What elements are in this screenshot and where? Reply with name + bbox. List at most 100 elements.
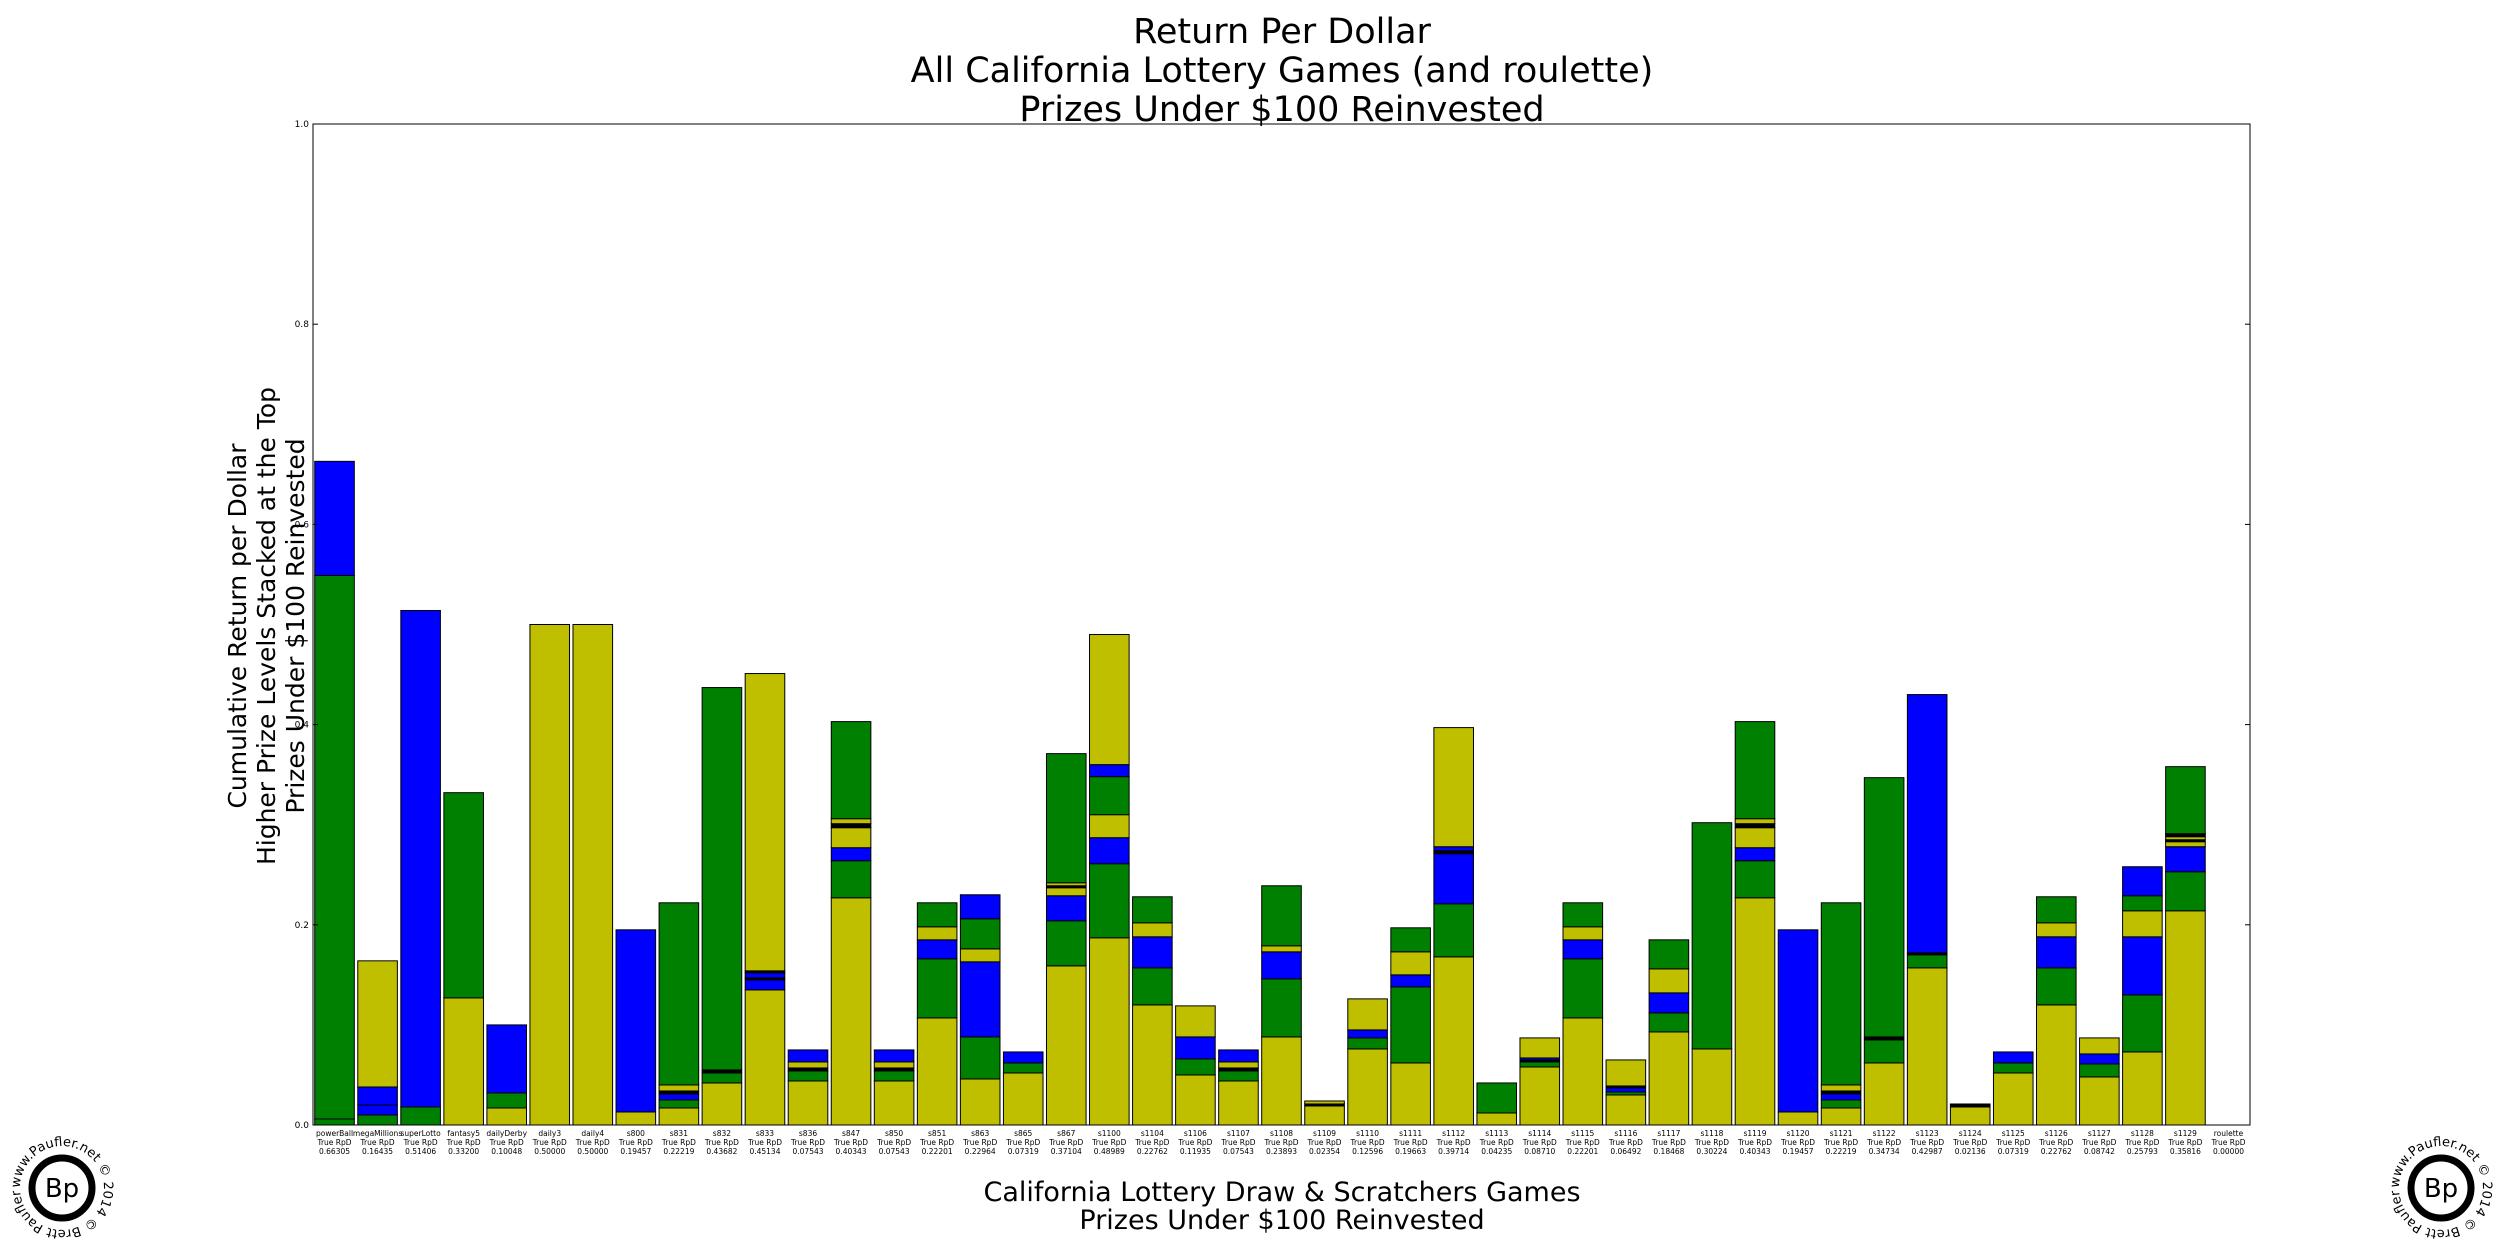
bar-s1128	[2122, 866, 2163, 1126]
bar-segment-s831-0	[658, 1107, 700, 1126]
x-tick-label-rpd-label-s1116: True RpD	[1608, 1138, 1643, 1147]
bar-segment-s1106-2	[1175, 1036, 1216, 1060]
x-tick-label-name-s1108: s1108	[1270, 1129, 1293, 1138]
y-axis-label-line-1: Cumulative Return per Dollar	[223, 443, 252, 809]
bar-segment-s800-0	[615, 1111, 657, 1126]
bar-s867	[1045, 753, 1087, 1126]
bar-segment-s1109-0	[1304, 1105, 1345, 1126]
bar-segment-s1124-0	[1949, 1106, 1991, 1126]
bar-segment-s1116-2	[1605, 1087, 1647, 1093]
bar-segment-s1114-1	[1519, 1061, 1561, 1068]
bar-s851	[916, 902, 958, 1126]
bar-segment-s851-2	[916, 939, 958, 960]
bar-segment-daily4-0	[572, 624, 614, 1126]
bar-segment-s847-5	[830, 818, 872, 825]
y-tick-label-2: 0.4	[295, 721, 310, 731]
bar-segment-s1109-2	[1304, 1100, 1345, 1105]
bar-segment-s1111-3	[1390, 951, 1431, 976]
x-axis-label: California Lottery Draw & Scratchers Gam…	[983, 1177, 1580, 1236]
bar-segment-s1121-0	[1820, 1107, 1862, 1126]
bar-segment-s1129-3	[2165, 841, 2206, 848]
bar-segment-s1108-1	[1261, 978, 1302, 1038]
x-tick-label-rpd-label-s832: True RpD	[704, 1138, 739, 1147]
bar-segment-fantasy5-0	[443, 997, 484, 1126]
x-tick-label-rpd-label-megaMillions: True RpD	[360, 1138, 395, 1147]
bar-segment-s1112-0	[1433, 956, 1474, 1126]
bar-segment-s1129-8	[2165, 766, 2206, 835]
bar-segment-s1100-3	[1089, 814, 1130, 839]
x-tick-label-rpd-label-roulette: True RpD	[2210, 1138, 2245, 1147]
bar-segment-s1100-6	[1089, 634, 1130, 766]
y-tick-label-5: 1.0	[295, 120, 310, 130]
bar-s847	[830, 721, 872, 1126]
bar-segment-s1127-3	[2079, 1037, 2120, 1055]
x-tick-label-rpd-value-s1129: 0.35816	[2170, 1147, 2201, 1156]
x-tick-label-name-s800: s800	[627, 1129, 645, 1138]
x-tick-label-rpd-value-s867: 0.37104	[1051, 1147, 1082, 1156]
x-tick-label-name-roulette: roulette	[2214, 1129, 2244, 1138]
bar-segment-s1111-1	[1390, 986, 1431, 1064]
bar-segment-megaMillions-1	[357, 1104, 398, 1116]
x-tick-label-rpd-value-s836: 0.07543	[793, 1147, 824, 1156]
bar-segment-s1104-3	[1132, 922, 1173, 938]
bar-segment-s1106-1	[1175, 1058, 1216, 1076]
x-tick-label-rpd-label-s851: True RpD	[919, 1138, 954, 1147]
x-tick-label-rpd-value-s1106: 0.11935	[1180, 1147, 1211, 1156]
x-tick-label-name-s1106: s1106	[1184, 1129, 1207, 1138]
bar-segment-s847-4	[830, 823, 872, 829]
bar-segment-s1115-0	[1562, 1017, 1604, 1126]
x-tick-label-rpd-label-dailyDerby: True RpD	[489, 1138, 524, 1147]
bar-segment-s1123-3	[1906, 694, 1948, 954]
bar-segment-s850-0	[873, 1080, 915, 1126]
x-tick-label-name-powerBall: powerBall	[316, 1129, 353, 1138]
x-tick-label-rpd-label-s800: True RpD	[618, 1138, 653, 1147]
bar-s863	[959, 894, 1001, 1126]
bar-segment-s1129-2	[2165, 846, 2206, 873]
bar-segment-s1121-1	[1820, 1099, 1862, 1109]
bar-s1126	[2036, 896, 2077, 1126]
bar-segment-s865-0	[1002, 1072, 1044, 1126]
x-tick-label-name-s833: s833	[756, 1129, 774, 1138]
x-tick-label-name-daily4: daily4	[581, 1129, 604, 1138]
bar-segment-s1126-3	[2036, 922, 2077, 938]
plot-area-frame	[312, 123, 2251, 1126]
x-tick-label-rpd-value-megaMillions: 0.16435	[362, 1147, 393, 1156]
x-tick-label-rpd-label-s1123: True RpD	[1909, 1138, 1944, 1147]
bar-segment-s1112-2	[1433, 853, 1474, 905]
x-tick-label-rpd-label-s1129: True RpD	[2167, 1138, 2202, 1147]
bar-s1117	[1648, 939, 1690, 1126]
x-tick-label-rpd-value-s832: 0.43682	[706, 1147, 737, 1156]
bar-segment-s1110-1	[1347, 1037, 1388, 1050]
x-tick-label-name-s1128: s1128	[2131, 1129, 2154, 1138]
bar-segment-s1126-2	[2036, 936, 2077, 969]
bar-segment-s1115-1	[1562, 958, 1604, 1019]
chart-title-line-3: Prizes Under $100 Reinvested	[1019, 90, 1544, 130]
bar-segment-s1129-1	[2165, 871, 2206, 912]
x-tick-label-rpd-value-s865: 0.07319	[1008, 1147, 1039, 1156]
bar-s1124	[1949, 1103, 1991, 1126]
bar-segment-s1107-1	[1218, 1070, 1259, 1082]
x-tick-label-rpd-value-fantasy5: 0.33200	[448, 1147, 479, 1156]
x-tick-label-rpd-value-s1116: 0.06492	[1610, 1147, 1641, 1156]
x-tick-label-rpd-label-s1118: True RpD	[1694, 1138, 1729, 1147]
bar-segment-s1126-1	[2036, 967, 2077, 1006]
bar-s1115	[1562, 902, 1604, 1126]
bar-segment-s1128-5	[2122, 866, 2163, 897]
x-tick-label-name-s1124: s1124	[1959, 1129, 1982, 1138]
x-tick-label-name-fantasy5: fantasy5	[447, 1129, 480, 1138]
x-tick-label-name-s1104: s1104	[1141, 1129, 1164, 1138]
bar-segment-s831-5	[658, 902, 700, 1086]
x-tick-label-name-s1127: s1127	[2088, 1129, 2111, 1138]
bar-segment-s847-3	[830, 827, 872, 849]
bar-s1100	[1089, 634, 1130, 1126]
bar-megaMillions	[357, 960, 398, 1126]
x-tick-label-rpd-label-s1100: True RpD	[1091, 1138, 1126, 1147]
bar-segment-s1123-0	[1906, 967, 1948, 1126]
bar-segment-s833-3	[744, 972, 786, 979]
bar-segment-s1122-3	[1863, 777, 1905, 1038]
x-tick-label-rpd-value-dailyDerby: 0.10048	[491, 1147, 522, 1156]
bar-segment-s851-4	[916, 902, 958, 928]
bar-segment-dailyDerby-0	[486, 1107, 527, 1126]
bar-segment-superLotto-1	[400, 609, 441, 1108]
